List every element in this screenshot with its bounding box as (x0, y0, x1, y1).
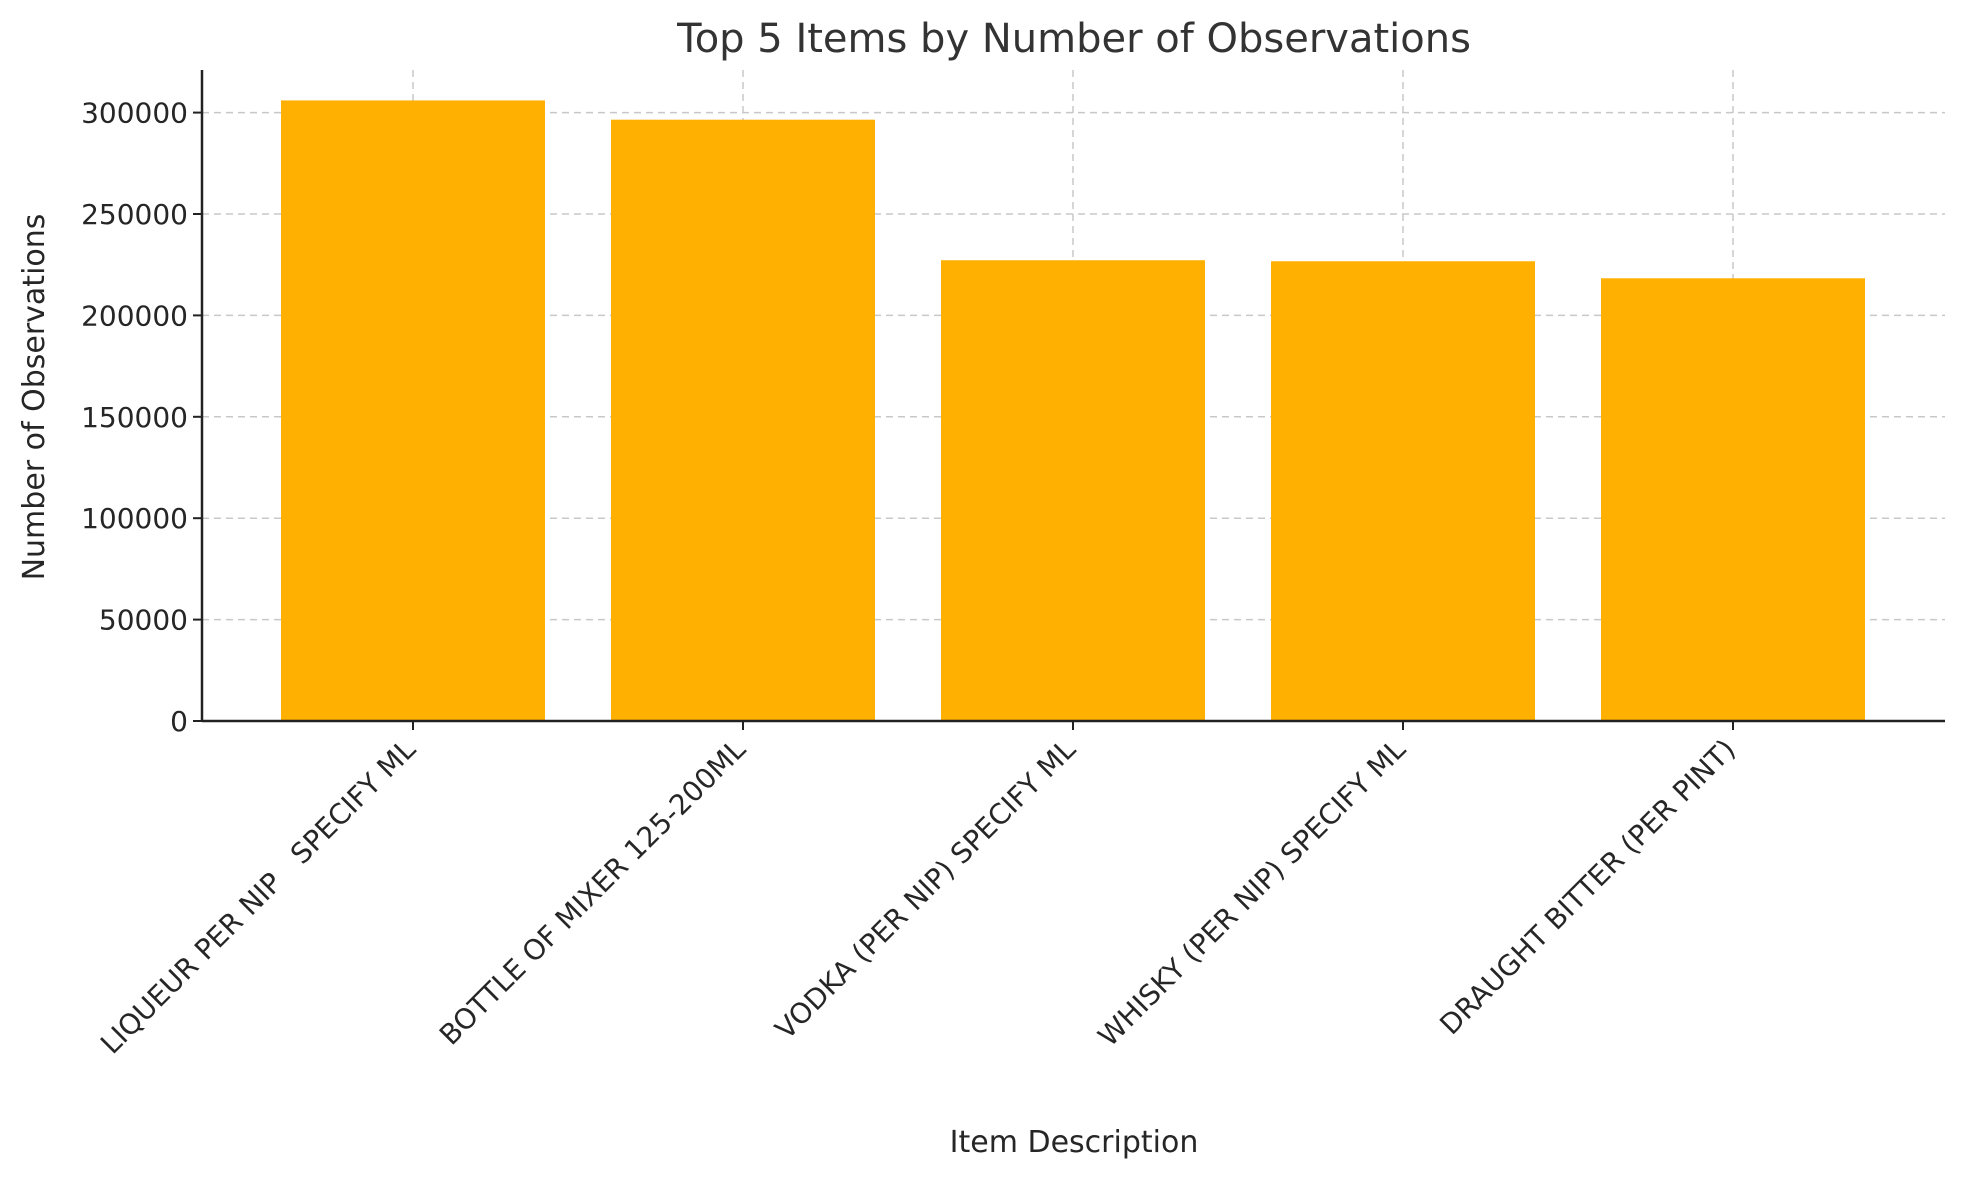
bar (611, 119, 875, 722)
y-axis-label: Number of Observations (17, 214, 52, 581)
y-tick-label: 300000 (81, 97, 188, 130)
bar (281, 100, 545, 722)
y-tick-label: 0 (170, 705, 188, 738)
x-tick-label: BOTTLE OF MIXER 125-200ML (433, 732, 752, 1051)
x-tick-label: VODKA (PER NIP) SPECIFY ML (769, 732, 1083, 1046)
x-tick-label: DRAUGHT BITTER (PER PINT) (1433, 733, 1742, 1042)
x-tick-label: WHISKY (PER NIP) SPECIFY ML (1092, 732, 1413, 1053)
y-tick-label: 50000 (99, 604, 188, 637)
y-tick-label: 150000 (81, 401, 188, 434)
y-tick-label: 250000 (81, 198, 188, 231)
bars (281, 100, 1865, 722)
x-tick-label: LIQUEUR PER NIP SPECIFY ML (94, 732, 422, 1060)
chart-title: Top 5 Items by Number of Observations (676, 16, 1471, 62)
axes (193, 70, 1945, 730)
y-tick-labels: 0 50000 100000 150000 200000 250000 300000 (81, 97, 188, 738)
y-tick-label: 200000 (81, 299, 188, 332)
bar (1271, 261, 1535, 721)
x-axis-label: Item Description (950, 1125, 1199, 1160)
y-tick-label: 100000 (81, 502, 188, 535)
x-tick-labels: LIQUEUR PER NIP SPECIFY ML BOTTLE OF MIXE… (94, 732, 1742, 1060)
bar (941, 260, 1205, 721)
bar (1601, 278, 1865, 721)
